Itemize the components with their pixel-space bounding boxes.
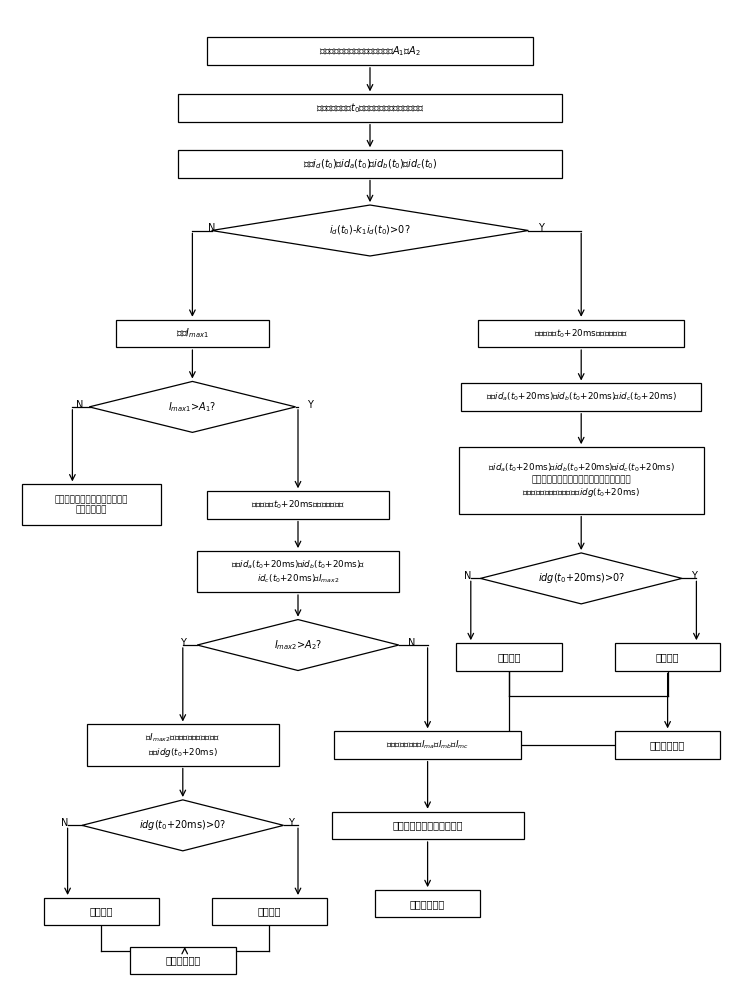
- Bar: [615, 643, 721, 671]
- Text: 计算$I_{max1}$: 计算$I_{max1}$: [176, 326, 209, 340]
- Text: 上报故障信息: 上报故障信息: [165, 956, 201, 966]
- Text: 上管断路: 上管断路: [90, 907, 113, 917]
- Bar: [212, 898, 327, 925]
- Text: N: N: [408, 638, 415, 648]
- Text: 上管直通: 上管直通: [497, 652, 521, 662]
- Text: 获取时刻（$t_0$+20ms）下的滑窗数据: 获取时刻（$t_0$+20ms）下的滑窗数据: [534, 327, 628, 340]
- Text: N: N: [61, 818, 68, 828]
- Bar: [374, 890, 480, 917]
- Polygon shape: [480, 553, 682, 604]
- Text: 计算$id_a$($t_0$+20ms)、$id_b$($t_0$+20ms)、
$id_c$($t_0$+20ms)及$I_{max2}$: 计算$id_a$($t_0$+20ms)、$id_b$($t_0$+20ms)、…: [231, 558, 366, 585]
- Text: 下管断路: 下管断路: [258, 907, 281, 917]
- Polygon shape: [82, 800, 283, 851]
- Text: $I_{max2}$>$A_2$?: $I_{max2}$>$A_2$?: [274, 638, 322, 652]
- Text: $idg$($t_0$+20ms)>0?: $idg$($t_0$+20ms)>0?: [139, 818, 226, 832]
- Bar: [130, 947, 235, 974]
- Text: 下管直通: 下管直通: [656, 652, 679, 662]
- Bar: [334, 731, 521, 759]
- Bar: [459, 447, 704, 514]
- Text: 获取当前时刻（$t_0$）下的滑窗数据及直流输出值: 获取当前时刻（$t_0$）下的滑窗数据及直流输出值: [316, 101, 424, 115]
- Bar: [206, 37, 534, 65]
- Polygon shape: [197, 620, 399, 671]
- Bar: [615, 731, 721, 759]
- Text: 由$id_a$($t_0$+20ms)、$id_b$($t_0$+20ms)、$id_c$($t_0$+20ms)
三者中，故障相正负号与其他二者不同获得
故障: 由$id_a$($t_0$+20ms)、$id_b$($t_0$+20ms)、$…: [488, 462, 675, 499]
- Bar: [461, 383, 702, 411]
- Text: N: N: [464, 571, 471, 581]
- Text: N: N: [208, 223, 215, 233]
- Polygon shape: [212, 205, 528, 256]
- Text: Y: Y: [306, 400, 312, 410]
- Bar: [332, 812, 524, 839]
- Text: $i_d$($t_0$)-$k_1$$i_d$($t_0$)>0?: $i_d$($t_0$)-$k_1$$i_d$($t_0$)>0?: [329, 224, 411, 237]
- Text: 当前无故障，采集下一时刻数据
继续滑窗判断: 当前无故障，采集下一时刻数据 继续滑窗判断: [55, 495, 128, 515]
- Bar: [22, 484, 161, 525]
- Text: $I_{max1}$>$A_1$?: $I_{max1}$>$A_1$?: [168, 400, 217, 414]
- Text: 计算$id_a$($t_0$+20ms)、$id_b$($t_0$+20ms)、$id_c$($t_0$+20ms): 计算$id_a$($t_0$+20ms)、$id_b$($t_0$+20ms)、…: [485, 391, 677, 403]
- Text: 上报故障信息: 上报故障信息: [650, 740, 685, 750]
- Polygon shape: [90, 381, 295, 432]
- Bar: [178, 150, 562, 178]
- Text: Y: Y: [538, 223, 544, 233]
- Text: Y: Y: [690, 571, 696, 581]
- Bar: [197, 551, 399, 592]
- Text: 计算三相基波幅值$I_{ma}$、$I_{mb}$、$I_{mc}$: 计算三相基波幅值$I_{ma}$、$I_{mb}$、$I_{mc}$: [386, 739, 469, 751]
- Text: 根据正常工况电流数据，计算阈值$A_1$及$A_2$: 根据正常工况电流数据，计算阈值$A_1$及$A_2$: [319, 44, 421, 58]
- Bar: [206, 491, 389, 519]
- Text: 获取时刻（$t_0$+20ms）下的滑窗数据: 获取时刻（$t_0$+20ms）下的滑窗数据: [251, 499, 345, 511]
- Bar: [87, 724, 279, 766]
- Text: 上报故障信息: 上报故障信息: [410, 899, 445, 909]
- Bar: [457, 643, 562, 671]
- Bar: [478, 320, 684, 347]
- Text: Y: Y: [289, 818, 295, 828]
- Text: $idg$($t_0$+20ms)>0?: $idg$($t_0$+20ms)>0?: [537, 571, 625, 585]
- Bar: [44, 898, 159, 925]
- Text: 计算$i_d$($t_0$)、$id_a$($t_0$)、$id_b$($t_0$)、$id_c$($t_0$): 计算$i_d$($t_0$)、$id_a$($t_0$)、$id_b$($t_0…: [303, 157, 437, 171]
- Text: N: N: [76, 400, 84, 410]
- Text: Y: Y: [180, 638, 186, 648]
- Bar: [178, 94, 562, 122]
- Text: 由基波幅值最小识别故障相: 由基波幅值最小识别故障相: [392, 820, 462, 830]
- Text: 由$I_{max2}$获得故障相，记其直流分
量为$idg$($t_0$+20ms): 由$I_{max2}$获得故障相，记其直流分 量为$idg$($t_0$+20m…: [145, 731, 221, 759]
- Bar: [115, 320, 269, 347]
